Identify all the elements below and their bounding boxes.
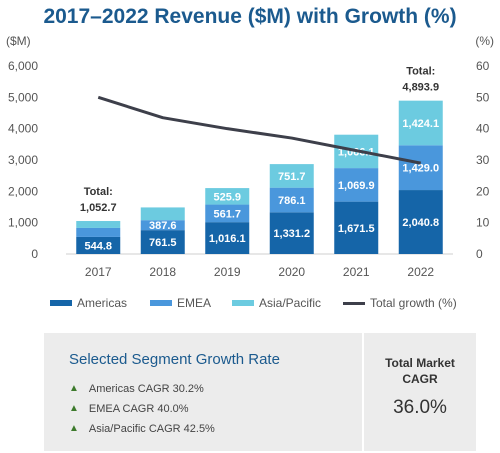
x-tick-label: 2020 [278, 265, 305, 279]
bar-emea [205, 204, 250, 223]
right-tick-label: 20 [476, 184, 490, 198]
total-label: Total: [84, 186, 113, 198]
segment-growth-list: ▲ Americas CAGR 30.2% ▲ EMEA CAGR 40.0% ▲ A… [69, 379, 215, 439]
right-tick-label: 40 [476, 122, 490, 136]
legend-label-americas: Americas [77, 296, 128, 310]
x-tick-label: 2017 [85, 265, 112, 279]
total-value: 1,052.7 [80, 202, 117, 214]
market-cagr-label-line2: CAGR [402, 372, 438, 386]
data-label: 786.1 [278, 195, 306, 207]
x-tick-label: 2021 [343, 265, 370, 279]
total-value: 4,893.9 [402, 82, 439, 94]
data-label: 387.6 [149, 220, 177, 232]
total-label: Total: [406, 66, 435, 78]
data-label: 1,429.0 [402, 163, 439, 175]
data-label: 761.5 [149, 237, 177, 249]
left-tick-label: 4,000 [8, 122, 38, 136]
chart-title: 2017–2022 Revenue ($M) with Growth (%) [43, 5, 457, 28]
legend-label-emea: EMEA [177, 296, 212, 310]
right-tick-label: 50 [476, 90, 490, 104]
segment-growth-item: ▲ EMEA CAGR 40.0% [69, 399, 215, 419]
segment-growth-item: ▲ Americas CAGR 30.2% [69, 379, 215, 399]
right-tick-label: 10 [476, 216, 490, 230]
right-tick-label: 30 [476, 153, 490, 167]
left-tick-label: 3,000 [8, 153, 38, 167]
market-cagr-value: 36.0% [393, 397, 447, 418]
summary-panel: Selected Segment Growth Rate ▲ Americas C… [44, 333, 476, 451]
market-cagr-label: Total Market CAGR [364, 355, 476, 387]
legend-label-total-growth: Total growth (%) [370, 296, 457, 310]
market-cagr-label-line1: Total Market [385, 356, 455, 370]
bar-americas [205, 222, 250, 254]
data-label: 1,424.1 [402, 118, 439, 130]
legend-label-asia-pacific: Asia/Pacific [259, 296, 322, 310]
bar-americas [269, 212, 314, 254]
left-axis-unit: ($M) [6, 34, 31, 48]
data-label: 525.9 [213, 191, 241, 203]
data-label: 1,671.5 [338, 223, 375, 235]
data-label: 1,016.1 [209, 233, 246, 245]
x-tick-label: 2018 [149, 265, 176, 279]
segment-growth-item: ▲ Asia/Pacific CAGR 42.5% [69, 419, 215, 439]
data-label: 544.8 [84, 240, 112, 252]
bar-emea [76, 227, 121, 237]
left-tick-label: 2,000 [8, 184, 38, 198]
bar-asia-pacific [269, 164, 314, 188]
legend-item-total-growth: Total growth (%) [343, 296, 457, 310]
bar-asia-pacific [205, 188, 250, 205]
segment-growth-text: Asia/Pacific CAGR 42.5% [88, 423, 215, 435]
market-cagr-panel: Total Market CAGR 36.0% [364, 333, 476, 451]
segment-growth-text: EMEA CAGR 40.0% [88, 403, 189, 415]
segment-growth-title: Selected Segment Growth Rate [69, 351, 280, 368]
bar-emea [334, 168, 379, 202]
bar-emea [398, 145, 443, 191]
legend-swatch-emea [150, 300, 172, 306]
triangle-up-icon: ▲ [69, 403, 79, 414]
legend-item-americas: Americas [50, 296, 127, 310]
legend-line-total-growth [343, 301, 365, 305]
bar-americas [398, 190, 443, 254]
right-tick-label: 0 [476, 247, 483, 261]
data-label: 1,331.2 [273, 228, 310, 240]
left-tick-label: 0 [31, 247, 38, 261]
bar-emea [140, 220, 185, 231]
legend-item-asia-pacific: Asia/Pacific [232, 296, 321, 310]
revenue-chart: ($M) (%) 0 1,000 2,000 3,000 4,000 5,000 6,000 0 1… [6, 34, 494, 279]
triangle-up-icon: ▲ [69, 423, 79, 434]
legend-swatch-asia-pacific [232, 300, 254, 306]
x-tick-label: 2019 [214, 265, 241, 279]
data-label: 2,040.8 [402, 217, 439, 229]
left-tick-label: 1,000 [8, 216, 38, 230]
bar-americas [140, 230, 185, 254]
bar-americas [334, 201, 379, 254]
left-tick-label: 5,000 [8, 90, 38, 104]
x-tick-label: 2022 [407, 265, 434, 279]
left-tick-label: 6,000 [8, 59, 38, 73]
segment-growth-text: Americas CAGR 30.2% [88, 383, 204, 395]
bar-asia-pacific [398, 100, 443, 146]
chart-legend: Americas EMEA Asia/Pacific Total growth … [0, 296, 500, 316]
total-growth-line [97, 95, 422, 165]
right-axis-unit: (%) [475, 34, 494, 48]
right-tick-label: 60 [476, 59, 490, 73]
bar-emea [269, 187, 314, 213]
legend-item-emea: EMEA [150, 296, 211, 310]
triangle-up-icon: ▲ [69, 383, 79, 394]
bar-asia-pacific [140, 207, 185, 221]
data-label: 561.7 [213, 208, 241, 220]
data-label: 751.7 [278, 171, 306, 183]
bar-asia-pacific [76, 221, 121, 228]
bar-americas [76, 236, 121, 254]
segment-growth-panel: Selected Segment Growth Rate ▲ Americas C… [44, 333, 364, 451]
legend-swatch-americas [50, 300, 72, 306]
data-label: 1,069.9 [338, 180, 375, 192]
